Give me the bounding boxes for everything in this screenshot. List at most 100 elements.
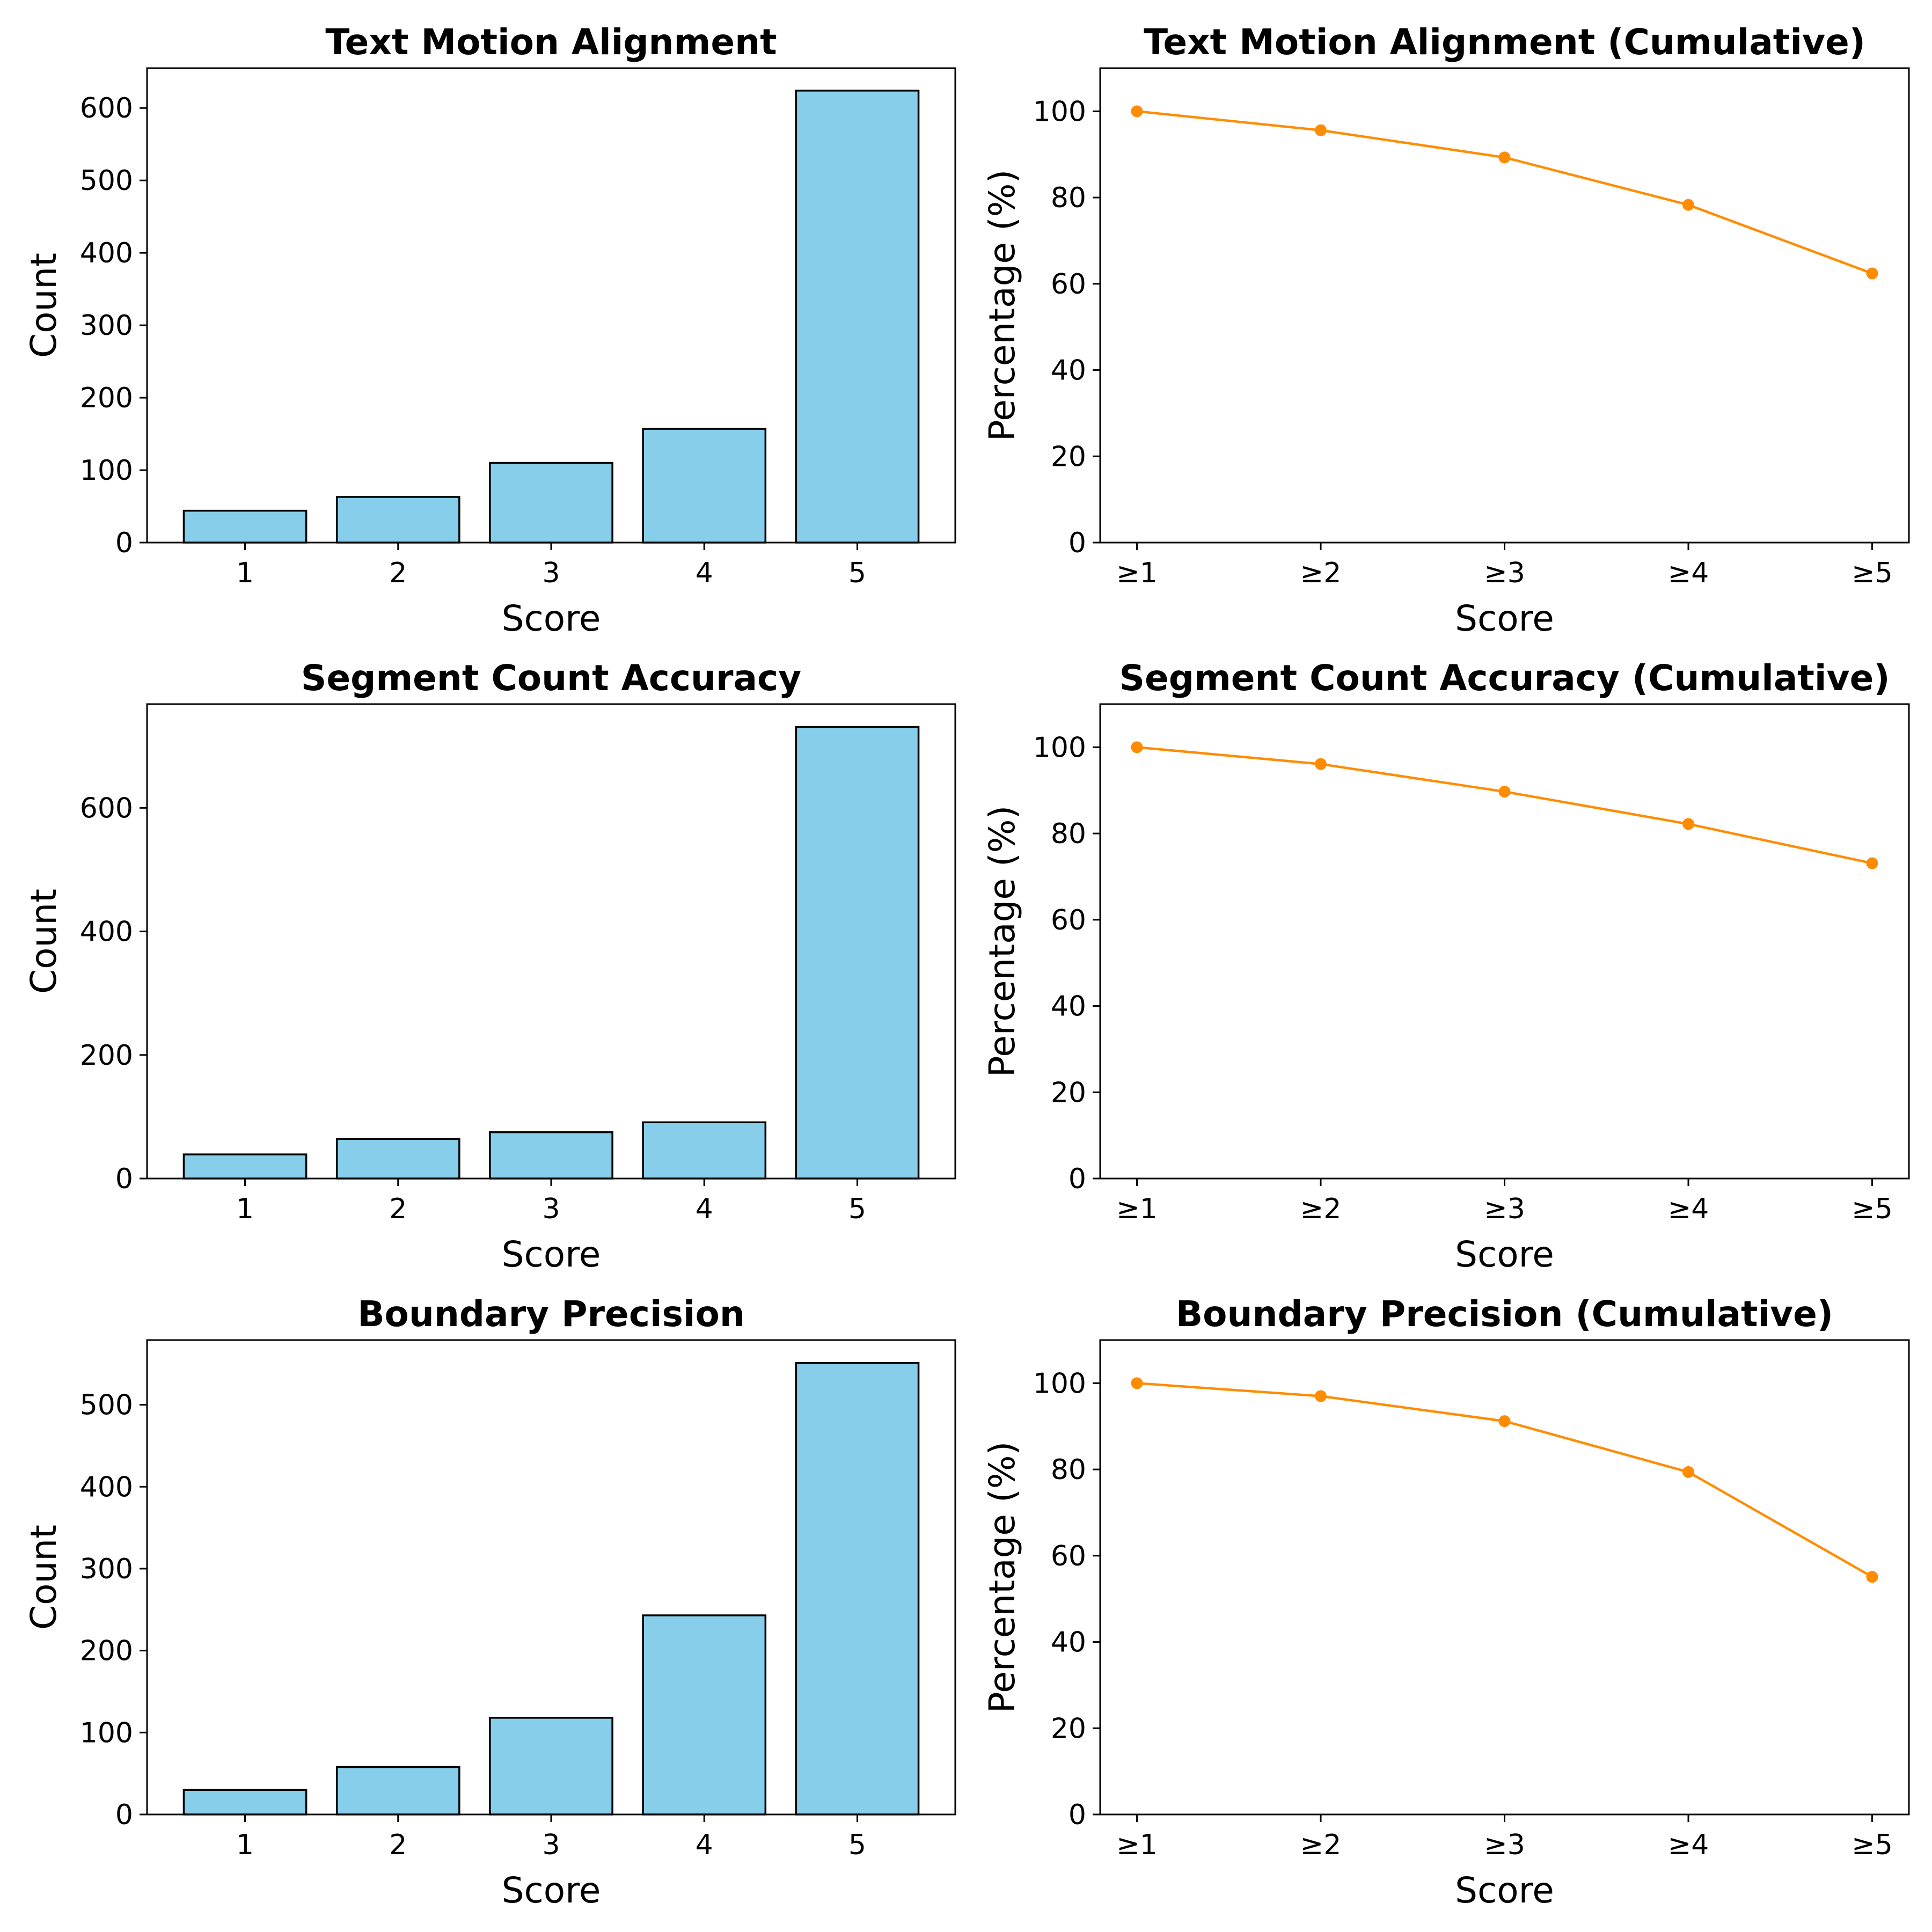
y-tick-label: 400 [80, 1471, 133, 1503]
plot-frame [1099, 703, 1910, 1180]
point-2 [1315, 124, 1327, 136]
y-tick-label: 20 [1051, 1713, 1086, 1745]
x-tick-label: ≥3 [1484, 557, 1525, 589]
bar-5 [795, 1362, 920, 1816]
y-tick-label: 0 [1069, 1799, 1086, 1831]
point-4 [1682, 818, 1694, 830]
point-5 [1866, 857, 1878, 869]
y-axis-label: Percentage (%) [982, 170, 1023, 441]
y-tick-label: 500 [80, 1389, 133, 1422]
y-tick-label: 100 [1033, 1367, 1086, 1400]
x-tick-label: 4 [696, 557, 713, 589]
y-axis-label: Count [23, 1525, 64, 1630]
bar-2 [335, 496, 460, 544]
y-tick-label: 60 [1051, 268, 1086, 301]
x-tick-label: 3 [542, 1193, 560, 1225]
series-line [1137, 746, 1872, 865]
x-tick-label: 2 [389, 1829, 407, 1861]
point-3 [1498, 786, 1511, 798]
y-tick-label: 0 [115, 1799, 133, 1831]
x-tick-label: 1 [236, 1829, 254, 1861]
y-tick-label: 20 [1051, 1077, 1086, 1109]
y-tick-label: 0 [1069, 1163, 1086, 1195]
plot-frame [1099, 1339, 1910, 1816]
plot-frame [1099, 67, 1910, 544]
bar-3 [489, 462, 613, 544]
x-axis-label: Score [502, 598, 601, 639]
x-axis-label: Score [1455, 1870, 1554, 1911]
x-tick-label: 1 [236, 1193, 254, 1225]
point-5 [1866, 1571, 1878, 1583]
bar-2 [335, 1766, 460, 1816]
x-tick-label: 2 [389, 1193, 407, 1225]
y-tick-label: 100 [1033, 731, 1086, 764]
chart-title: Text Motion Alignment [325, 21, 777, 63]
bar-4 [642, 428, 767, 544]
chart-panel-2: 0 20 40 60 80 100 ≥1 ≥2 ≥3 ≥4 ≥5 Text Motion Alignm… [982, 21, 1910, 639]
x-axis-label: Score [502, 1234, 601, 1275]
y-tick-label: 100 [80, 1717, 133, 1749]
x-tick-label: 4 [696, 1829, 713, 1861]
bar-3 [489, 1131, 613, 1180]
x-tick-label: 5 [848, 557, 866, 589]
x-tick-label: ≥2 [1300, 1829, 1342, 1861]
x-axis-label: Score [502, 1870, 601, 1911]
y-tick-label: 40 [1051, 1627, 1086, 1659]
x-tick-label: 3 [542, 1829, 560, 1861]
y-axis-label: Percentage (%) [982, 1441, 1023, 1713]
x-axis-label: Score [1455, 598, 1554, 639]
bar-5 [795, 90, 920, 544]
point-1 [1131, 1377, 1143, 1389]
x-axis-label: Score [1455, 1234, 1554, 1275]
point-4 [1682, 199, 1694, 211]
x-tick-label: ≥3 [1484, 1829, 1525, 1861]
chart-title: Boundary Precision [357, 1293, 745, 1335]
y-tick-label: 300 [80, 1553, 133, 1585]
y-axis-label: Count [23, 889, 64, 994]
x-tick-label: ≥5 [1851, 557, 1893, 589]
x-tick-label: ≥3 [1484, 1193, 1525, 1225]
bar-1 [182, 509, 308, 544]
point-2 [1315, 1390, 1327, 1402]
y-tick-label: 200 [80, 1040, 133, 1072]
y-tick-label: 0 [115, 1163, 133, 1195]
x-tick-label: ≥1 [1116, 1193, 1158, 1225]
y-tick-label: 60 [1051, 904, 1086, 936]
bar-5 [795, 726, 920, 1180]
x-tick-label: ≥1 [1116, 1829, 1158, 1861]
bar-4 [642, 1121, 767, 1180]
y-tick-label: 80 [1051, 1454, 1086, 1486]
x-tick-label: 5 [848, 1193, 866, 1225]
chart-panel-1: 0 100 200 300 400 500 600 1 2 3 4 5 Text Motion Alig… [23, 21, 956, 639]
y-axis-label: Count [23, 253, 64, 358]
x-tick-label: 3 [542, 557, 560, 589]
point-2 [1315, 758, 1327, 770]
y-tick-label: 0 [1069, 527, 1086, 559]
y-axis-label: Percentage (%) [982, 806, 1023, 1077]
x-tick-label: 2 [389, 557, 407, 589]
point-3 [1498, 151, 1511, 164]
y-tick-label: 0 [115, 527, 133, 559]
y-tick-label: 100 [1033, 96, 1086, 128]
chart-title: Segment Count Accuracy (Cumulative) [1119, 657, 1890, 699]
x-tick-label: ≥2 [1300, 1193, 1342, 1225]
y-tick-label: 300 [80, 310, 133, 342]
series-line [1137, 1382, 1873, 1578]
chart-panel-4: 0 20 40 60 80 100 ≥1 ≥2 ≥3 ≥4 ≥5 Segment Count Accu… [982, 657, 1910, 1275]
y-tick-label: 80 [1051, 818, 1086, 850]
point-5 [1866, 267, 1878, 280]
y-tick-label: 500 [80, 165, 133, 197]
bar-3 [489, 1717, 613, 1816]
y-tick-label: 60 [1051, 1540, 1086, 1572]
point-1 [1131, 741, 1143, 753]
y-tick-label: 400 [80, 916, 133, 948]
x-tick-label: ≥5 [1851, 1829, 1893, 1861]
chart-panel-3: 0 200 400 600 1 2 3 4 5 Segment Count Accuracy Sco… [23, 657, 956, 1275]
bar-1 [182, 1789, 308, 1816]
series-line [1137, 110, 1873, 275]
bar-2 [335, 1138, 460, 1180]
chart-title: Segment Count Accuracy [301, 657, 801, 699]
y-tick-label: 40 [1051, 355, 1086, 387]
x-tick-label: ≥4 [1668, 1193, 1709, 1225]
